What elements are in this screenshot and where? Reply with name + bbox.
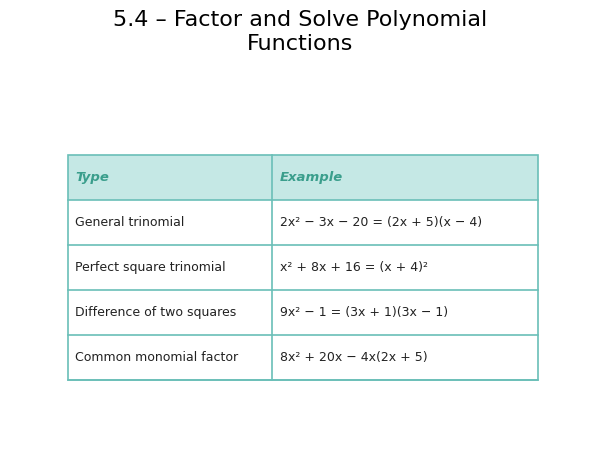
Text: 8x² + 20x − 4x(2x + 5): 8x² + 20x − 4x(2x + 5) [280,351,427,364]
Text: x² + 8x + 16 = (x + 4)²: x² + 8x + 16 = (x + 4)² [280,261,428,274]
Text: 2x² − 3x − 20 = (2x + 5)(x − 4): 2x² − 3x − 20 = (2x + 5)(x − 4) [280,216,482,229]
Text: Example: Example [280,171,343,184]
Text: Difference of two squares: Difference of two squares [75,306,236,319]
Text: 5.4 – Factor and Solve Polynomial
Functions: 5.4 – Factor and Solve Polynomial Functi… [113,10,487,54]
Text: Type: Type [75,171,109,184]
Text: Common monomial factor: Common monomial factor [75,351,238,364]
Text: General trinomial: General trinomial [75,216,185,229]
Text: Perfect square trinomial: Perfect square trinomial [75,261,226,274]
Text: 9x² − 1 = (3x + 1)(3x − 1): 9x² − 1 = (3x + 1)(3x − 1) [280,306,448,319]
